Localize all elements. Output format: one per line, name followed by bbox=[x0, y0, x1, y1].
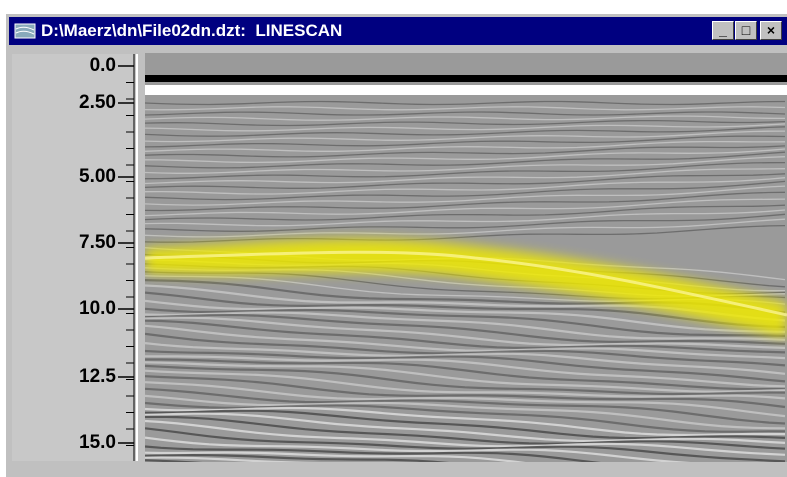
surface-band bbox=[145, 75, 787, 82]
surface-band bbox=[145, 85, 787, 95]
minimize-button[interactable]: _ bbox=[712, 21, 734, 40]
depth-label: 12.5 bbox=[79, 366, 116, 388]
depth-label: 2.50 bbox=[79, 92, 116, 114]
depth-label: 0.0 bbox=[90, 55, 116, 77]
depth-label: 10.0 bbox=[79, 298, 116, 320]
screen: {"window": {"title": "D:\\Maerz\\dn\\Fil… bbox=[0, 0, 787, 477]
close-button[interactable]: × bbox=[760, 21, 782, 40]
window-title: D:\Maerz\dn\File02dn.dzt: LINESCAN bbox=[41, 21, 342, 41]
depth-label: 15.0 bbox=[79, 432, 116, 454]
depth-label: 5.00 bbox=[79, 166, 116, 188]
scale-ticks bbox=[12, 54, 136, 461]
depth-label: 7.50 bbox=[79, 232, 116, 254]
depth-scale: 0.0 2.50 5.00 7.50 10.0 12.5 15.0 bbox=[12, 54, 138, 461]
title-bar: D:\Maerz\dn\File02dn.dzt: LINESCAN _ □ × bbox=[9, 17, 787, 45]
app-icon bbox=[14, 21, 38, 41]
radargram bbox=[145, 53, 787, 462]
maximize-button[interactable]: □ bbox=[735, 21, 757, 40]
